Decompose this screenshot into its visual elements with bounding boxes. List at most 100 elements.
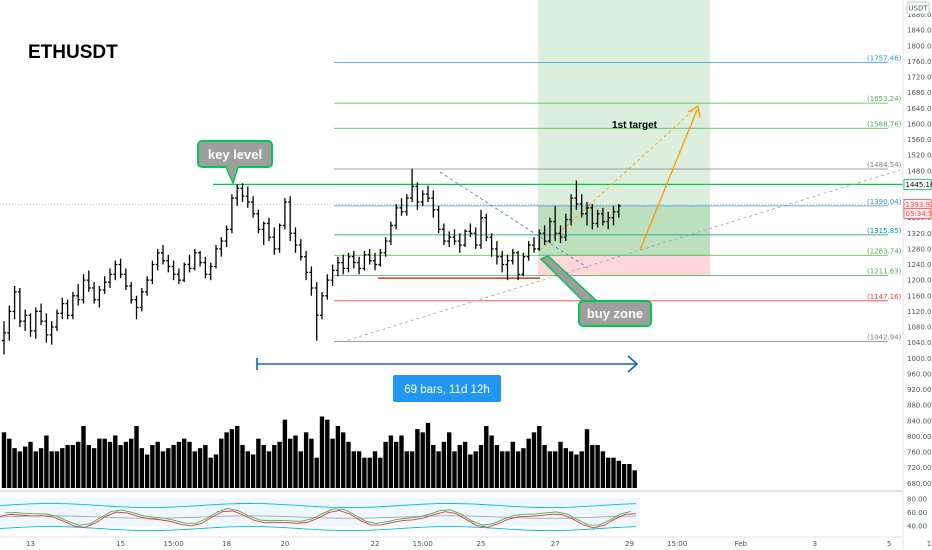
volume-bar xyxy=(303,432,309,488)
volume-bars xyxy=(1,416,637,488)
candles xyxy=(2,168,621,355)
ohlc-bar xyxy=(251,196,256,218)
ohlc-bar xyxy=(569,194,574,226)
price-label-text: 1445.16 xyxy=(906,181,932,189)
ohlc-bar xyxy=(404,194,409,216)
ohlc-bar xyxy=(415,182,420,210)
volume-bar xyxy=(229,429,235,488)
rsi-lower-band xyxy=(0,526,637,532)
ohlc-bar xyxy=(590,203,595,230)
ohlc-bar xyxy=(606,211,611,230)
time-tick-label: 27 xyxy=(551,540,560,548)
key-level-callout: key level xyxy=(197,140,273,186)
volume-bar xyxy=(192,451,197,488)
ohlc-bar xyxy=(60,297,65,320)
key-level-label: key level xyxy=(208,147,262,162)
ohlc-bar xyxy=(113,260,118,281)
profit-zone-box xyxy=(538,206,710,256)
stop-zone-box xyxy=(538,256,710,276)
ohlc-bar xyxy=(616,203,621,218)
volume-bar xyxy=(23,446,28,488)
time-tick-label: 15:00 xyxy=(413,540,433,548)
ohlc-bar xyxy=(92,282,97,304)
volume-bar xyxy=(134,426,139,488)
volume-bar xyxy=(235,426,240,488)
time-tick-label: 15:00 xyxy=(927,540,932,548)
volume-bar xyxy=(409,451,415,488)
volume-bar xyxy=(478,445,484,488)
ohlc-bar xyxy=(388,221,393,245)
ohlc-bar xyxy=(229,194,234,234)
volume-bar xyxy=(38,448,44,488)
rsi-band xyxy=(0,498,640,526)
rsi-tick-label: 60.00 xyxy=(907,509,927,517)
price-tick-label: 760.00 xyxy=(907,449,932,457)
volume-bar xyxy=(76,441,81,488)
ohlc-bar xyxy=(463,229,468,247)
ohlc-bar xyxy=(155,248,160,271)
ohlc-bar xyxy=(611,205,616,226)
ohlc-bar xyxy=(426,185,430,203)
ohlc-bar xyxy=(367,248,372,265)
price-tick-label: 1800.00 xyxy=(907,42,932,50)
volume-bar xyxy=(65,445,70,488)
ohlc-bar xyxy=(532,237,536,253)
ohlc-bar xyxy=(198,250,203,267)
fib-label: (1315.85) xyxy=(867,227,902,235)
volume-bar xyxy=(372,451,378,488)
fib-label: (1484.54) xyxy=(867,161,902,169)
rsi-line xyxy=(5,508,631,526)
price-tick-label: 1600.00 xyxy=(907,120,932,128)
volume-bar xyxy=(595,445,600,488)
price-tick-label: 1560.00 xyxy=(907,136,932,144)
volume-bar xyxy=(621,464,627,488)
currency-label: USDT xyxy=(908,5,928,13)
price-tick-label: 800.00 xyxy=(907,433,932,441)
price-tick-label: 1120.00 xyxy=(907,308,932,316)
ohlc-bar xyxy=(420,190,425,206)
ohlc-bar xyxy=(23,309,28,331)
ohlc-bar xyxy=(298,239,303,261)
fib-label: (1588.76) xyxy=(867,120,902,128)
volume-bar xyxy=(346,441,351,488)
volume-bar xyxy=(579,451,584,488)
volume-bar xyxy=(12,448,17,488)
volume-bar xyxy=(616,460,621,488)
price-tick-label: 960.00 xyxy=(907,370,932,378)
ohlc-bar xyxy=(579,194,584,218)
volume-bar xyxy=(425,422,431,488)
volume-bar xyxy=(166,448,171,488)
ohlc-bar xyxy=(542,225,547,245)
volume-bar xyxy=(494,445,500,488)
ohlc-bar xyxy=(192,248,197,271)
volume-bar xyxy=(49,451,54,488)
price-tick-label: 1280.00 xyxy=(907,245,932,253)
volume-bar xyxy=(378,457,383,488)
ohlc-bar xyxy=(187,254,192,273)
ohlc-bar xyxy=(320,291,324,320)
volume-bar xyxy=(102,438,107,488)
volume-bar xyxy=(33,451,38,488)
volume-bar xyxy=(118,445,123,488)
volume-bar xyxy=(319,416,325,488)
price-tick-label: 1760.00 xyxy=(907,58,932,66)
price-tick-label: 720.00 xyxy=(907,464,932,472)
ohlc-bar xyxy=(383,237,388,257)
price-tick-label: 1520.00 xyxy=(907,152,932,160)
ohlc-bar xyxy=(494,241,499,265)
volume-bar xyxy=(627,464,632,488)
ohlc-bar xyxy=(473,227,478,249)
volume-bar xyxy=(489,435,494,488)
ohlc-bar xyxy=(145,276,150,296)
price-tick-label: 1640.00 xyxy=(907,105,932,113)
ohlc-bar xyxy=(272,227,277,255)
ohlc-bar xyxy=(17,287,22,328)
volume-bar xyxy=(107,441,113,488)
ohlc-bar xyxy=(86,270,91,292)
price-tick-label: 1040.00 xyxy=(907,339,932,347)
volume-bar xyxy=(1,432,7,488)
price-tick-label: 840.00 xyxy=(907,417,932,425)
price-tick-label: 1680.00 xyxy=(907,89,932,97)
volume-bar xyxy=(399,435,404,488)
